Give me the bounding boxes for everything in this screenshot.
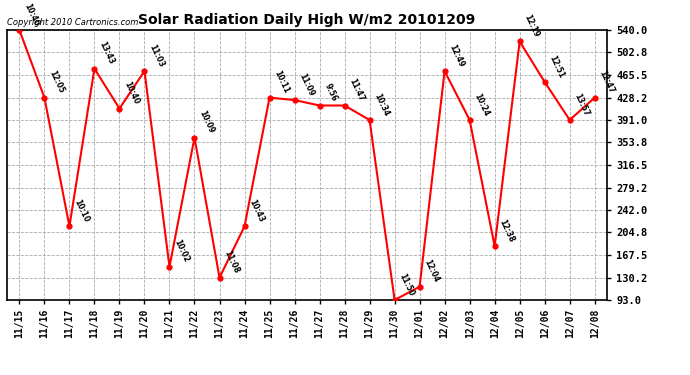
Text: 12:04: 12:04 <box>422 258 441 284</box>
Text: 10:02: 10:02 <box>172 238 190 264</box>
Text: 10:10: 10:10 <box>72 198 90 223</box>
Text: 10:40: 10:40 <box>122 80 141 106</box>
Text: 13:57: 13:57 <box>573 92 591 117</box>
Text: 12:38: 12:38 <box>497 217 516 243</box>
Text: 11:03: 11:03 <box>147 43 166 68</box>
Text: 10:11: 10:11 <box>273 69 290 95</box>
Text: 10:43: 10:43 <box>247 198 266 223</box>
Text: 12:05: 12:05 <box>47 69 66 95</box>
Text: 9:56: 9:56 <box>322 82 338 103</box>
Text: 11:08: 11:08 <box>222 249 241 275</box>
Title: Solar Radiation Daily High W/m2 20101209: Solar Radiation Daily High W/m2 20101209 <box>139 13 475 27</box>
Text: 12:49: 12:49 <box>447 43 466 68</box>
Text: 10:09: 10:09 <box>197 109 215 135</box>
Text: 13:43: 13:43 <box>97 40 115 66</box>
Text: 12:51: 12:51 <box>547 54 566 79</box>
Text: 12:19: 12:19 <box>522 13 541 39</box>
Text: 11:09: 11:09 <box>297 72 315 97</box>
Text: 11:50: 11:50 <box>397 272 415 297</box>
Text: 12:47: 12:47 <box>598 69 616 95</box>
Text: 10:40: 10:40 <box>22 2 41 27</box>
Text: Copyright 2010 Cartronics.com: Copyright 2010 Cartronics.com <box>7 18 138 27</box>
Text: 10:24: 10:24 <box>473 92 491 117</box>
Text: 11:47: 11:47 <box>347 77 366 103</box>
Text: 10:34: 10:34 <box>373 92 391 117</box>
